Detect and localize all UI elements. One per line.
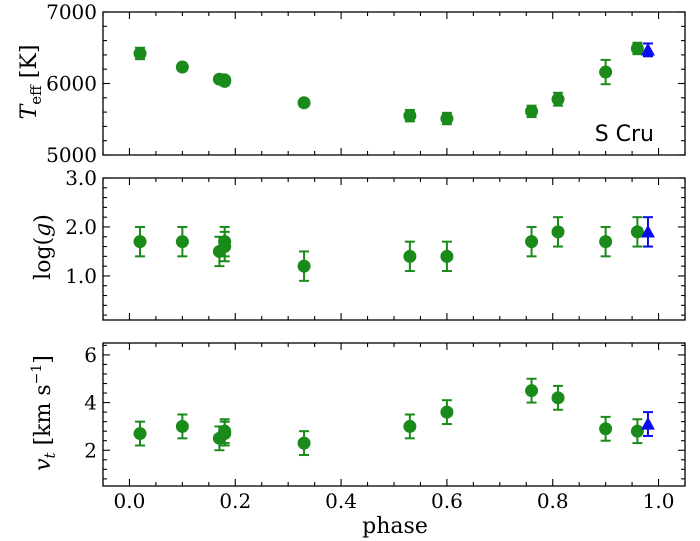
y-tick-label: 1.0 <box>65 264 97 288</box>
data-point <box>175 235 189 249</box>
y-tick-label: 5000 <box>46 143 97 167</box>
data-point <box>551 391 565 405</box>
data-point <box>297 96 311 110</box>
data-point <box>218 73 232 87</box>
data-point-triangle <box>640 417 655 430</box>
data-point <box>297 259 311 273</box>
data-point <box>551 92 565 106</box>
ylabel-teff: Teff [K] <box>17 45 45 120</box>
data-point <box>630 424 644 438</box>
data-point <box>599 65 613 79</box>
data-point <box>218 240 232 254</box>
data-point <box>133 46 147 60</box>
data-point <box>440 249 454 263</box>
data-point <box>133 427 147 441</box>
data-point <box>630 225 644 239</box>
x-tick-label: 1.0 <box>643 489 675 513</box>
data-point <box>599 235 613 249</box>
y-tick-label: 7000 <box>46 0 97 24</box>
data-point <box>297 436 311 450</box>
x-tick-label: 0.8 <box>537 489 569 513</box>
xlabel-phase: phase <box>362 514 428 539</box>
y-tick-label: 2 <box>84 438 97 462</box>
panel-logg: log(g) 1.0 2.0 3.0 <box>31 166 686 321</box>
y-tick-label: 4 <box>84 391 97 415</box>
data-point <box>133 235 147 249</box>
data-point <box>218 424 232 438</box>
data-point <box>440 112 454 126</box>
data-point <box>403 419 417 433</box>
data-point <box>175 419 189 433</box>
x-tick-label: 0.0 <box>114 489 146 513</box>
data-point <box>525 235 539 249</box>
x-tick-label: 0.6 <box>431 489 463 513</box>
data-point <box>525 384 539 398</box>
ylabel-logg: log(g) <box>31 214 56 280</box>
y-tick-label: 3.0 <box>65 166 97 190</box>
y-tick-label: 6 <box>84 343 97 367</box>
x-tick-label: 0.4 <box>325 489 357 513</box>
data-point <box>403 109 417 123</box>
ylabel-vt: vt [km s−1] <box>29 355 59 471</box>
panel-vt: vt [km s−1] phase 0.0 0.2 0.4 0.6 0.8 1.0 2 4 6 <box>29 342 686 539</box>
data-point <box>525 104 539 118</box>
y-tick-label: 6000 <box>46 72 97 96</box>
data-point <box>175 60 189 74</box>
axes-frame <box>102 342 686 487</box>
data-point-triangle <box>640 42 655 56</box>
data-point <box>403 249 417 263</box>
x-tick-label: 0.2 <box>219 489 251 513</box>
data-point <box>551 225 565 239</box>
data-point <box>630 41 644 55</box>
panel-teff: Teff [K] S Cru 5000 6000 7000 <box>17 0 686 167</box>
data-point <box>440 405 454 419</box>
y-tick-label: 2.0 <box>65 215 97 239</box>
data-point <box>599 422 613 436</box>
star-name-annotation: S Cru <box>595 122 654 147</box>
axes-frame <box>102 177 686 321</box>
data-point-triangle <box>640 224 655 238</box>
